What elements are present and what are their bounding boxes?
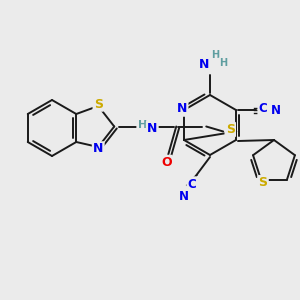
Text: H: H — [138, 119, 147, 130]
Text: N: N — [199, 58, 209, 71]
Text: O: O — [161, 156, 172, 169]
Text: H: H — [211, 50, 219, 60]
Text: N: N — [147, 122, 158, 135]
Text: S: S — [226, 123, 235, 136]
Text: H: H — [219, 58, 227, 68]
Text: N: N — [93, 142, 104, 155]
Text: S: S — [259, 176, 268, 189]
Text: N: N — [179, 190, 189, 203]
Text: S: S — [94, 98, 103, 110]
Text: C: C — [259, 103, 267, 116]
Text: C: C — [188, 178, 196, 190]
Text: N: N — [271, 104, 281, 118]
Text: N: N — [177, 103, 187, 116]
